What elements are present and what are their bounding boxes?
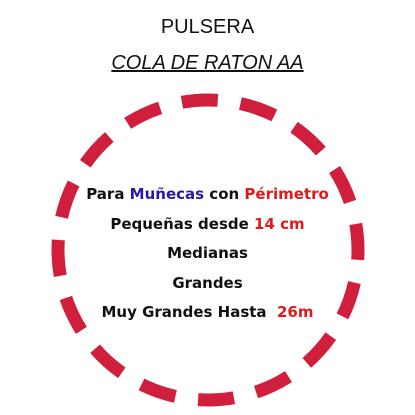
dashed-circle: [51, 93, 365, 407]
text-segment: Périmetro: [244, 185, 329, 203]
text-segment: Medianas: [167, 244, 248, 262]
title: PULSERA: [160, 16, 255, 38]
text-line: Pequeñas desde 14 cm: [0, 210, 415, 240]
text-block: Para Muñecas con Périmetro Pequeñas desde…: [0, 180, 415, 328]
text-line: Grandes: [0, 269, 415, 299]
text-line: Muy Grandes Hasta 26m: [0, 298, 415, 328]
text-segment: Grandes: [172, 273, 243, 292]
text-line: Para Muñecas con Périmetro: [0, 180, 415, 210]
text-segment: Para: [86, 185, 130, 203]
text-segment: Muñecas: [129, 185, 205, 203]
text-segment: con: [204, 185, 245, 203]
subtitle: COLA DE RATON AA: [111, 52, 304, 74]
text-segment: 26m: [277, 303, 314, 321]
text-line: Medianas: [0, 239, 415, 269]
text-segment: 14 cm: [254, 214, 305, 233]
text-segment: Pequeñas desde: [110, 214, 255, 233]
text-segment: Muy Grandes Hasta: [101, 303, 277, 321]
